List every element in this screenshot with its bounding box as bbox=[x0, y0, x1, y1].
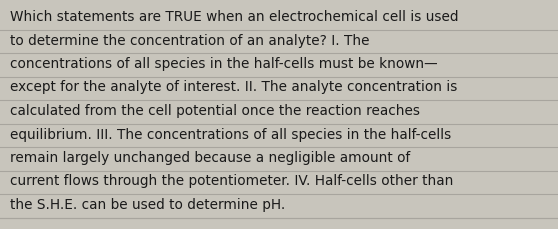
Text: remain largely unchanged because a negligible amount of: remain largely unchanged because a negli… bbox=[10, 150, 410, 164]
Text: to determine the concentration of an analyte? I. The: to determine the concentration of an ana… bbox=[10, 33, 369, 47]
Text: equilibrium. III. The concentrations of all species in the half-cells: equilibrium. III. The concentrations of … bbox=[10, 127, 451, 141]
Text: concentrations of all species in the half-cells must be known—: concentrations of all species in the hal… bbox=[10, 57, 437, 71]
Text: Which statements are TRUE when an electrochemical cell is used: Which statements are TRUE when an electr… bbox=[10, 10, 459, 24]
Text: current flows through the potentiometer. IV. Half-cells other than: current flows through the potentiometer.… bbox=[10, 174, 453, 188]
Text: except for the analyte of interest. II. The analyte concentration is: except for the analyte of interest. II. … bbox=[10, 80, 458, 94]
Text: calculated from the cell potential once the reaction reaches: calculated from the cell potential once … bbox=[10, 104, 420, 117]
Text: the S.H.E. can be used to determine pH.: the S.H.E. can be used to determine pH. bbox=[10, 197, 285, 211]
